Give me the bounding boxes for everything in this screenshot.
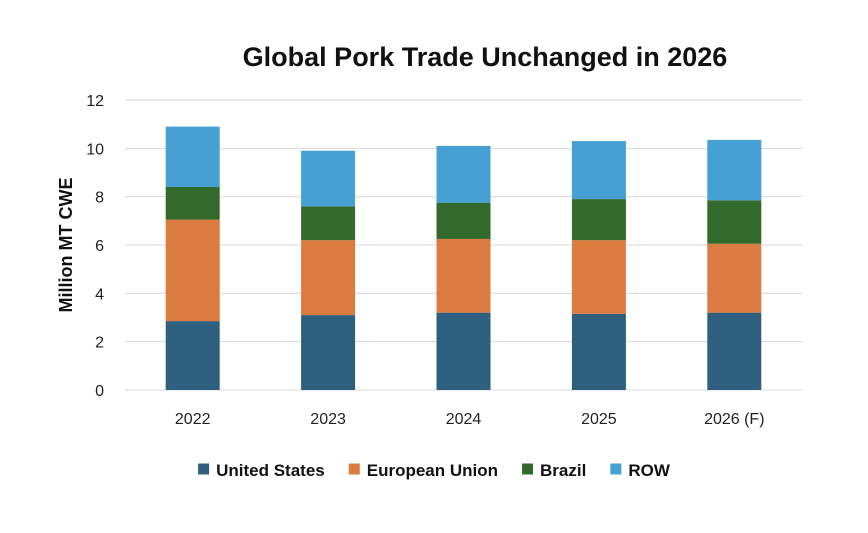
x-tick-label: 2025 xyxy=(581,411,617,428)
y-tick-label: 10 xyxy=(86,141,104,158)
bar-segment-row xyxy=(571,141,626,200)
x-tick-label: 2024 xyxy=(446,411,482,428)
bar-segment-row xyxy=(707,139,762,201)
bar-segment-european-union xyxy=(165,219,220,322)
bar-segment-row xyxy=(301,150,356,207)
legend-item: European Union xyxy=(348,461,498,480)
bar-segment-row xyxy=(165,126,220,187)
bar-segment-row xyxy=(436,145,491,203)
y-tick-label: 0 xyxy=(95,383,104,400)
x-tick-label: 2022 xyxy=(175,411,211,428)
legend-swatch xyxy=(198,463,210,475)
bar-segment-brazil xyxy=(436,202,491,239)
bar-segment-european-union xyxy=(436,238,491,313)
bar-segment-united-states xyxy=(436,312,491,390)
bar-segment-united-states xyxy=(707,312,762,390)
y-tick-label: 4 xyxy=(95,286,104,303)
y-tick-label: 8 xyxy=(95,190,104,207)
legend-label: European Union xyxy=(367,461,498,480)
y-tick-label: 2 xyxy=(95,335,104,352)
y-axis-ticks: 0 2 4 6 8 10 12 xyxy=(86,93,104,400)
bar-segment-brazil xyxy=(707,200,762,244)
bars xyxy=(165,126,762,390)
bar-segment-united-states xyxy=(165,321,220,390)
chart-title: Global Pork Trade Unchanged in 2026 xyxy=(243,42,728,72)
legend-item: United States xyxy=(198,461,325,480)
legend-item: Brazil xyxy=(522,461,586,480)
x-axis-ticks: 2022 2023 2024 2025 2026 (F) xyxy=(175,411,765,428)
legend: United States European Union Brazil ROW xyxy=(198,461,671,480)
bar-segment-united-states xyxy=(571,313,626,390)
bar-segment-european-union xyxy=(707,243,762,313)
bar-segment-brazil xyxy=(165,187,220,220)
legend-swatch xyxy=(610,463,622,475)
bar-segment-european-union xyxy=(571,240,626,314)
bar-segment-european-union xyxy=(301,240,356,316)
legend-label: ROW xyxy=(628,461,671,480)
legend-swatch xyxy=(522,463,534,475)
legend-swatch xyxy=(348,463,360,475)
bar-segment-united-states xyxy=(301,315,356,390)
legend-label: United States xyxy=(216,461,325,480)
legend-item: ROW xyxy=(610,461,671,480)
bar-segment-brazil xyxy=(571,199,626,241)
y-tick-label: 12 xyxy=(86,93,104,110)
y-axis-title: Million MT CWE xyxy=(56,178,76,313)
legend-label: Brazil xyxy=(540,461,586,480)
x-tick-label: 2026 (F) xyxy=(704,411,764,428)
bar-segment-brazil xyxy=(301,206,356,241)
y-tick-label: 6 xyxy=(95,238,104,255)
x-tick-label: 2023 xyxy=(310,411,346,428)
